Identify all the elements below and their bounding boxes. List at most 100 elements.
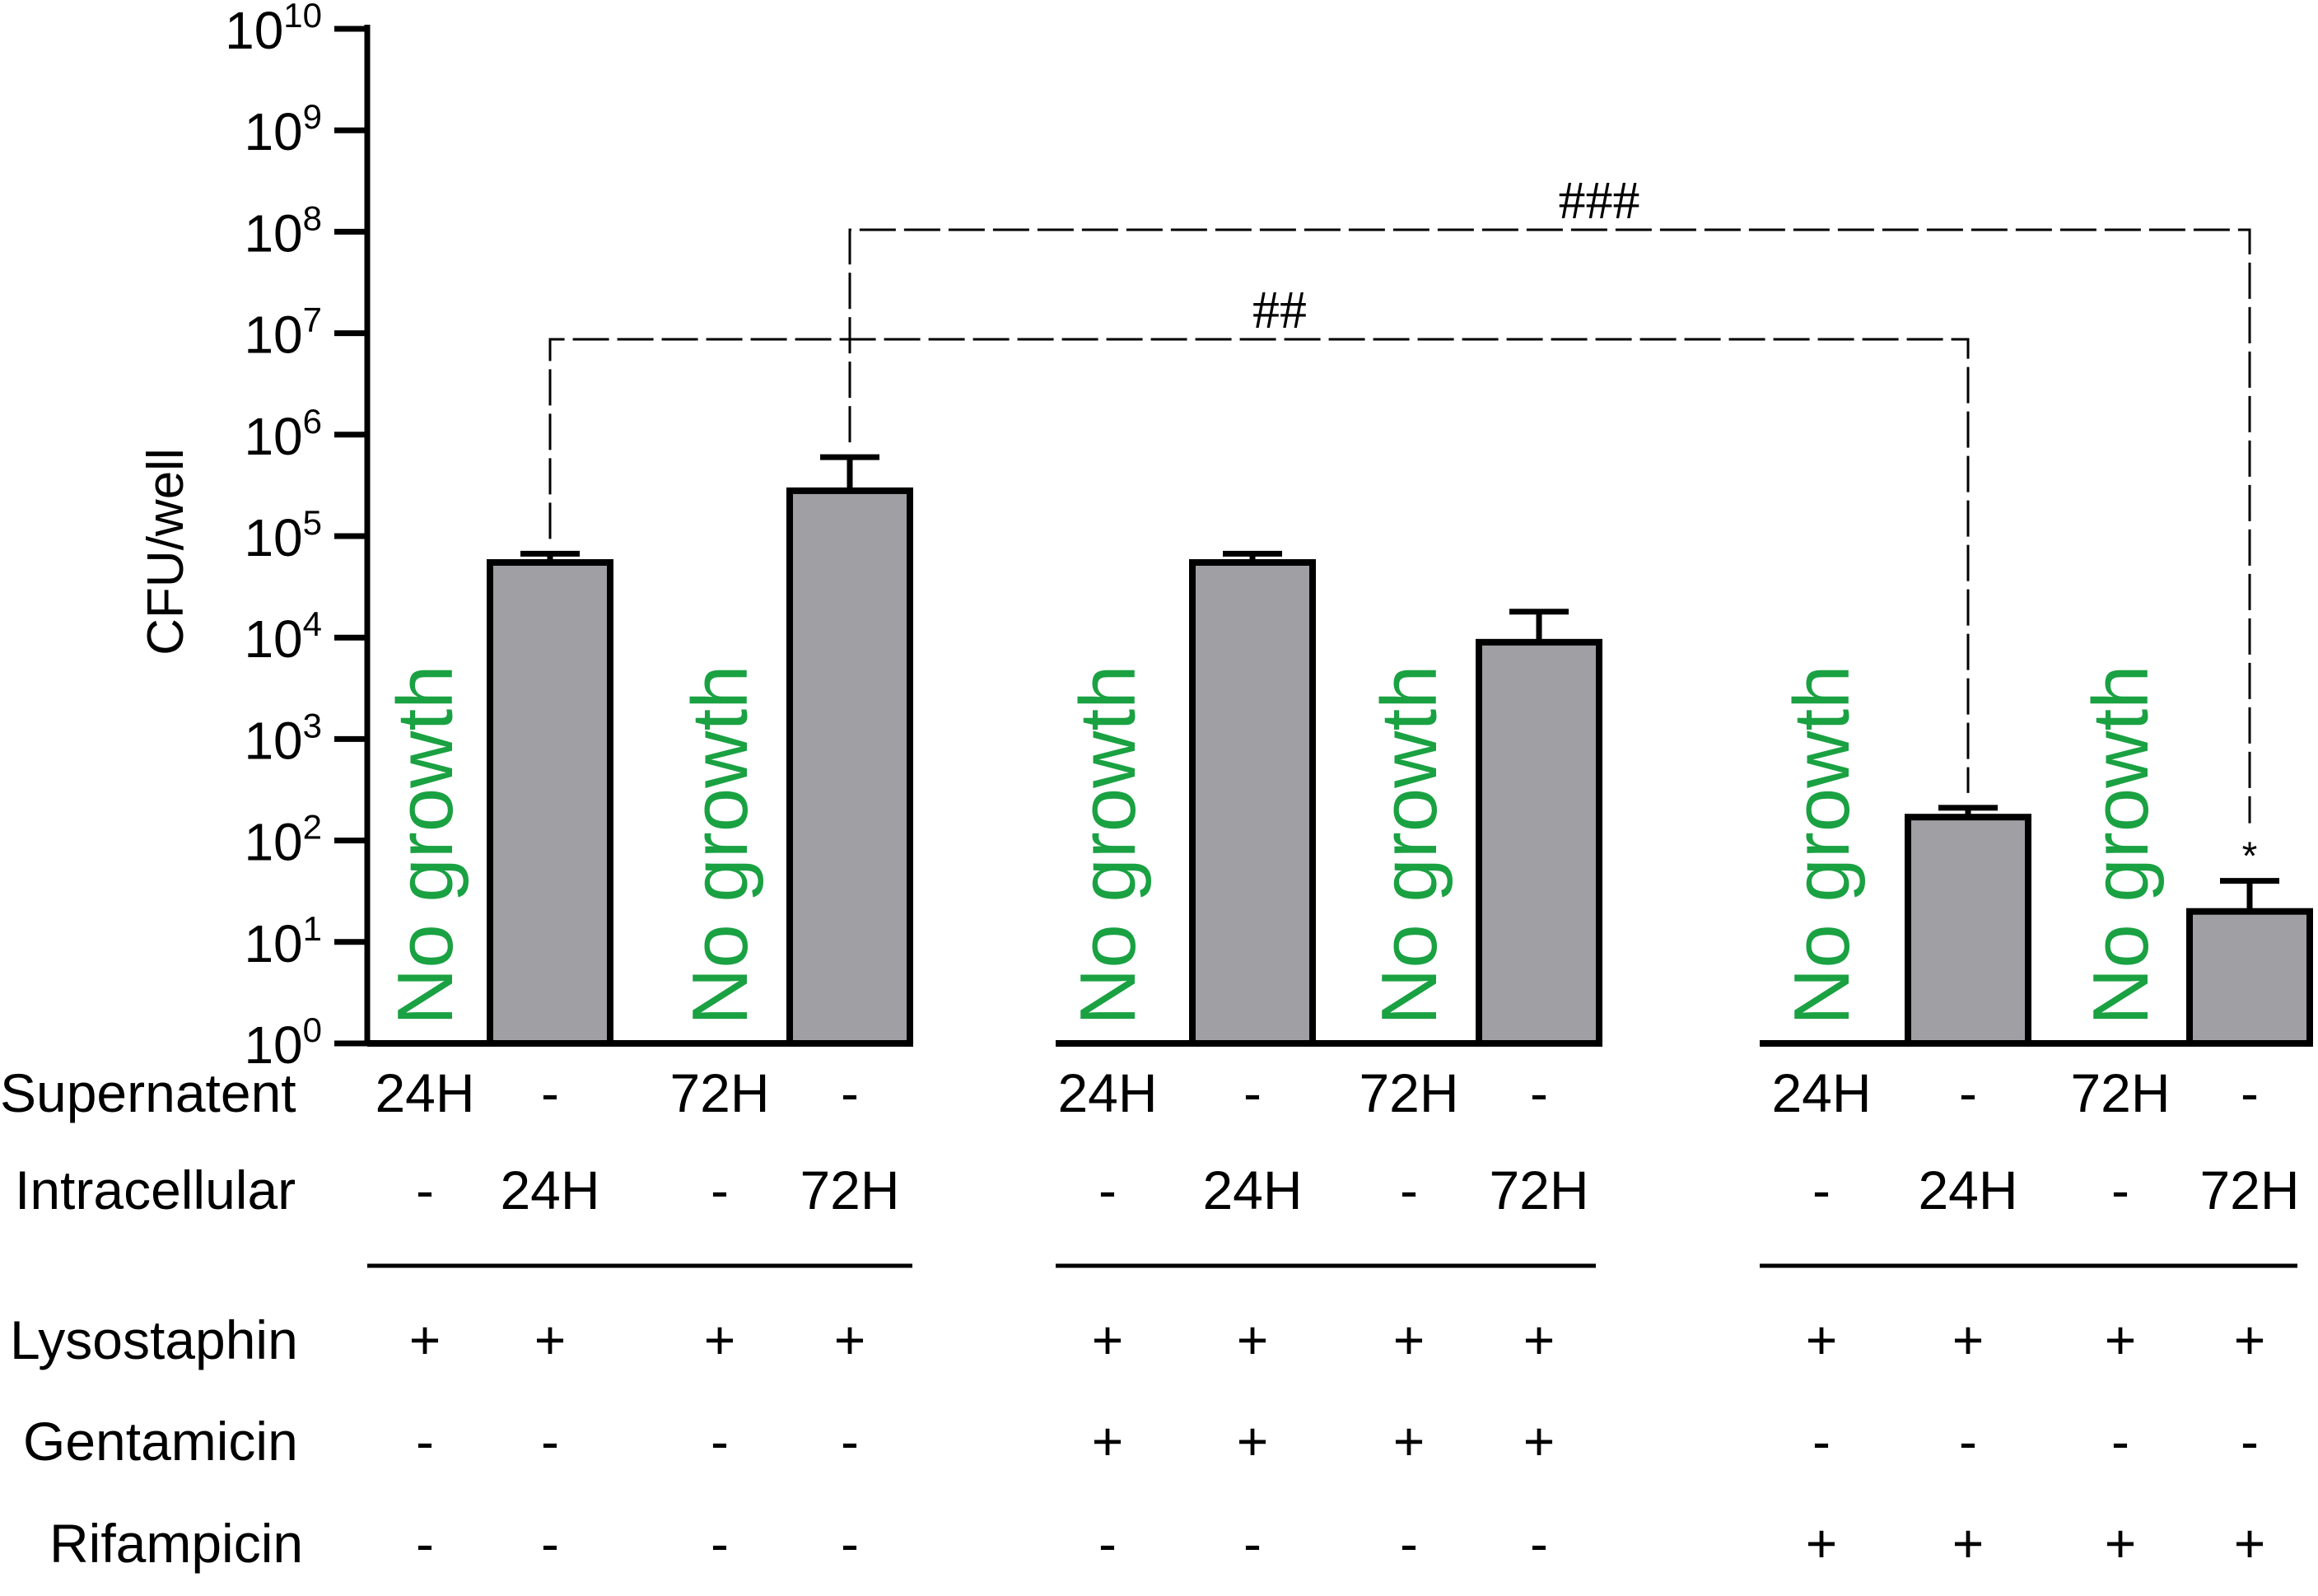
cell-supernatant: - <box>1243 1062 1262 1123</box>
cell-intracellular: - <box>1812 1160 1831 1220</box>
cell-lysostaphin: + <box>1393 1309 1425 1370</box>
cell-gentamicin: - <box>1959 1411 1977 1472</box>
condition-table: Supernatent 24H - 72H - 24H - 72H - 24H - 72H - Intra… <box>0 1062 2300 1574</box>
y-tick-exponent: 8 <box>303 198 322 237</box>
cell-lysostaphin: + <box>1806 1309 1838 1370</box>
cell-lysostaphin: + <box>704 1309 736 1370</box>
row-label-intracellular: Intracellular <box>15 1160 296 1220</box>
cell-intracellular: 72H <box>800 1160 899 1220</box>
cell-gentamicin: + <box>1523 1411 1555 1472</box>
cell-supernatant: - <box>1530 1062 1548 1123</box>
cell-gentamicin: - <box>416 1411 434 1472</box>
cell-rifampicin: - <box>841 1513 859 1574</box>
cell-gentamicin: + <box>1393 1411 1425 1472</box>
no-growth-label: No growth <box>1778 665 1866 1025</box>
cell-rifampicin: - <box>711 1513 729 1574</box>
cell-supernatant: 24H <box>375 1062 474 1123</box>
cell-gentamicin: - <box>711 1411 729 1472</box>
y-tick-label: 108 <box>244 198 322 263</box>
cell-rifampicin: + <box>1952 1513 1985 1574</box>
cell-intracellular: 72H <box>2199 1160 2299 1220</box>
cell-supernatant: 24H <box>1771 1062 1871 1123</box>
row-label-supernatant: Supernatent <box>0 1062 296 1123</box>
cell-lysostaphin: + <box>409 1309 441 1370</box>
cell-gentamicin: - <box>541 1411 559 1472</box>
bar <box>1476 638 1602 1048</box>
cell-intracellular: - <box>2111 1160 2129 1220</box>
cell-intracellular: - <box>416 1160 434 1220</box>
significance-star: * <box>2242 835 2258 879</box>
significance-label: ## <box>1252 280 1307 340</box>
y-tick-exponent: 7 <box>303 301 322 339</box>
cell-lysostaphin: + <box>834 1309 866 1370</box>
no-growth-label: No growth <box>381 665 469 1025</box>
cell-rifampicin: + <box>2105 1513 2137 1574</box>
significance-bracket <box>848 228 2251 824</box>
row-label-gentamicin: Gentamicin <box>23 1411 298 1472</box>
cell-gentamicin: - <box>1812 1411 1831 1472</box>
cell-rifampicin: - <box>1243 1513 1262 1574</box>
y-tick-label: 105 <box>244 503 322 567</box>
bars: No growth No growth No growth No growth No g… <box>381 454 2313 1048</box>
cell-supernatant: - <box>841 1062 859 1123</box>
no-growth-label: No growth <box>1365 665 1453 1025</box>
cell-lysostaphin: + <box>1237 1309 1269 1370</box>
cell-rifampicin: + <box>2234 1513 2266 1574</box>
y-tick-exponent: 4 <box>303 604 322 643</box>
y-tick-exponent: 3 <box>303 706 322 744</box>
cell-lysostaphin: + <box>1092 1309 1124 1370</box>
cell-supernatant: - <box>541 1062 559 1123</box>
y-axis-label: CFU/well <box>138 448 194 655</box>
no-growth-label: No growth <box>1064 665 1152 1025</box>
cell-lysostaphin: + <box>1523 1309 1555 1370</box>
cell-lysostaphin: + <box>2105 1309 2137 1370</box>
cell-gentamicin: - <box>2111 1411 2129 1472</box>
cell-intracellular: - <box>1098 1160 1117 1220</box>
y-tick-exponent: 10 <box>283 0 322 35</box>
y-tick-exponent: 0 <box>303 1010 322 1049</box>
y-tick-label: 100 <box>244 1010 322 1075</box>
y-tick-label: 102 <box>244 808 322 872</box>
cell-rifampicin: - <box>541 1513 559 1574</box>
no-growth-label: No growth <box>676 665 764 1025</box>
cell-lysostaphin: + <box>534 1309 567 1370</box>
y-tick-exponent: 2 <box>303 808 322 847</box>
cell-intracellular: 24H <box>1918 1160 2017 1220</box>
cell-supernatant: - <box>2241 1062 2259 1123</box>
y-tick-label: 1010 <box>225 0 322 60</box>
cell-rifampicin: - <box>1400 1513 1418 1574</box>
significance-brackets: ##### <box>548 170 2251 824</box>
y-tick-label: 101 <box>244 909 322 973</box>
cell-intracellular: 72H <box>1489 1160 1588 1220</box>
cell-lysostaphin: + <box>2234 1309 2266 1370</box>
bar <box>1905 814 2031 1047</box>
cell-gentamicin: + <box>1092 1411 1124 1472</box>
cell-gentamicin: - <box>2241 1411 2259 1472</box>
cell-rifampicin: - <box>1098 1513 1117 1574</box>
y-tick-label: 104 <box>244 604 322 669</box>
cell-supernatant: 24H <box>1057 1062 1157 1123</box>
cell-intracellular: 24H <box>500 1160 599 1220</box>
row-label-lysostaphin: Lysostaphin <box>10 1309 298 1370</box>
cell-gentamicin: + <box>1237 1411 1269 1472</box>
y-tick-exponent: 9 <box>303 97 322 136</box>
cell-rifampicin: + <box>1806 1513 1838 1574</box>
bar <box>487 558 613 1047</box>
y-tick-exponent: 5 <box>303 503 322 542</box>
significance-bracket <box>548 338 1970 793</box>
cell-supernatant: - <box>1959 1062 1977 1123</box>
y-tick-exponent: 6 <box>303 402 322 441</box>
bar <box>786 487 913 1047</box>
cell-intracellular: - <box>711 1160 729 1220</box>
no-growth-label: No growth <box>2077 665 2165 1025</box>
cell-supernatant: 72H <box>669 1062 769 1123</box>
y-tick-exponent: 1 <box>303 909 322 948</box>
y-tick-label: 103 <box>244 706 322 770</box>
bar <box>1189 558 1316 1047</box>
cell-lysostaphin: + <box>1952 1309 1985 1370</box>
cell-rifampicin: - <box>416 1513 434 1574</box>
bar <box>2186 908 2313 1048</box>
significance-label: ### <box>1559 170 1640 231</box>
cell-supernatant: 72H <box>2070 1062 2170 1123</box>
